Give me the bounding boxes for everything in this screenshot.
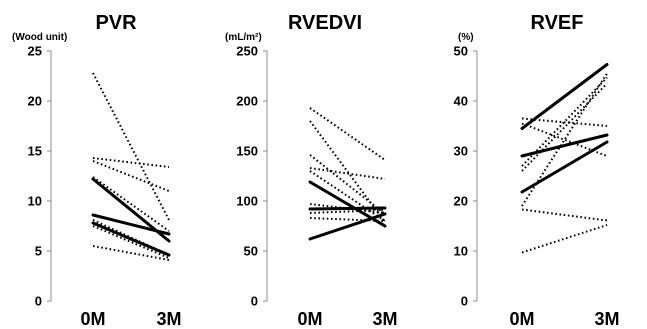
y-tick-label: 50 [244, 244, 258, 259]
y-ticks-pvr: 0 5 10 15 20 25 [28, 44, 52, 309]
y-axis-unit-rvedvi: (mL/m²) [225, 32, 262, 43]
y-tick-label: 40 [454, 94, 468, 109]
y-axis-unit-rvef: (%) [458, 32, 474, 43]
series-line-dotted [92, 245, 170, 261]
x-tick-label: 0M [509, 309, 534, 329]
series-line-dotted [92, 176, 170, 232]
x-ticks-pvr: 0M 3M [80, 309, 181, 329]
panel-rvef: RVEF (%) 0 10 20 30 40 50 0M 3M [454, 12, 620, 329]
series-line-solid [520, 63, 609, 130]
x-tick-label: 3M [156, 309, 181, 329]
series-line-solid [91, 221, 171, 257]
series-line-dotted [309, 167, 386, 180]
series-line-solid [520, 133, 609, 158]
series-line-dotted [521, 117, 608, 127]
chart-title-pvr: PVR [95, 12, 137, 34]
y-tick-label: 30 [454, 144, 468, 159]
series-lines-rvef [520, 63, 609, 254]
y-tick-label: 100 [236, 194, 258, 209]
y-tick-label: 200 [236, 94, 258, 109]
y-ticks-rvef: 0 10 20 30 40 50 [454, 44, 478, 309]
series-line-dotted [92, 225, 170, 259]
y-tick-label: 0 [35, 294, 42, 309]
series-line-dotted [521, 82, 608, 172]
series-line-dotted [521, 224, 608, 254]
y-tick-label: 25 [28, 44, 42, 59]
y-tick-label: 0 [461, 294, 468, 309]
x-tick-label: 3M [372, 309, 397, 329]
series-line-solid [520, 140, 609, 194]
y-tick-label: 0 [251, 294, 258, 309]
series-line-dotted [521, 76, 608, 167]
series-line-solid [308, 212, 387, 241]
y-tick-label: 5 [35, 244, 42, 259]
y-tick-label: 15 [28, 144, 42, 159]
x-ticks-rvef: 0M 3M [509, 309, 619, 329]
x-tick-label: 3M [594, 309, 619, 329]
x-tick-label: 0M [297, 309, 322, 329]
x-ticks-rvedvi: 0M 3M [297, 309, 397, 329]
series-line-dotted [309, 170, 386, 222]
y-axis-unit-pvr: (Wood unit) [12, 32, 67, 43]
y-tick-label: 50 [454, 44, 468, 59]
y-tick-label: 10 [28, 194, 42, 209]
y-tick-label: 10 [454, 244, 468, 259]
y-tick-label: 250 [236, 44, 258, 59]
series-line-dotted [92, 157, 170, 168]
series-line-dotted [92, 72, 170, 221]
series-line-dotted [309, 107, 386, 161]
series-line-dotted [309, 154, 386, 215]
series-line-dotted [92, 160, 170, 192]
series-line-dotted [521, 208, 608, 222]
x-tick-label: 0M [80, 309, 105, 329]
panel-rvedvi: RVEDVI (mL/m²) 0 50 100 150 200 250 0M 3M [225, 12, 398, 329]
chart-title-rvedvi: RVEDVI [288, 12, 362, 34]
y-tick-label: 20 [28, 94, 42, 109]
y-tick-label: 20 [454, 194, 468, 209]
panel-pvr: PVR (Wood unit) 0 5 10 15 20 25 0M 3M [12, 12, 182, 329]
series-line-dotted [92, 219, 170, 256]
y-tick-label: 150 [236, 144, 258, 159]
chart-title-rvef: RVEF [531, 12, 584, 34]
series-line-solid [308, 206, 387, 211]
y-ticks-rvedvi: 0 50 100 150 200 250 [236, 44, 268, 309]
series-lines-rvedvi [308, 107, 387, 241]
series-line-solid [91, 213, 171, 236]
series-lines-pvr [91, 72, 171, 261]
